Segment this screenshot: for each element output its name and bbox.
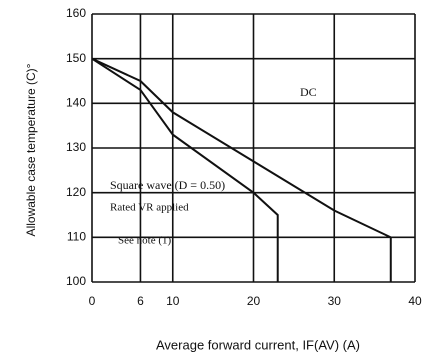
y-tick-label: 100 — [66, 274, 86, 288]
y-tick-label: 110 — [67, 230, 86, 244]
x-tick-label: 30 — [328, 294, 342, 308]
series-line — [91, 57, 279, 282]
x-tick-label: 20 — [247, 294, 261, 308]
y-tick-label: 130 — [66, 140, 86, 154]
x-tick-label: 10 — [166, 294, 180, 308]
series-label: Square wave (D = 0.50) — [110, 178, 225, 192]
y-axis-title: Allowable case temperature (C)° — [24, 63, 38, 236]
y-tick-label: 140 — [66, 96, 86, 110]
x-tick-label: 40 — [408, 294, 422, 308]
y-tick-label: 150 — [66, 51, 86, 65]
x-axis-title: Average forward current, IF(AV) (A) — [156, 337, 360, 352]
y-tick-label: 120 — [66, 185, 86, 199]
x-tick-label: 0 — [89, 294, 96, 308]
x-tick-label: 6 — [137, 294, 144, 308]
series-line — [91, 57, 392, 282]
annotation: Rated VR applied — [110, 202, 189, 214]
series-label: DC — [300, 85, 317, 99]
y-tick-label: 160 — [66, 6, 86, 20]
annotation: See note (1) — [118, 235, 171, 247]
